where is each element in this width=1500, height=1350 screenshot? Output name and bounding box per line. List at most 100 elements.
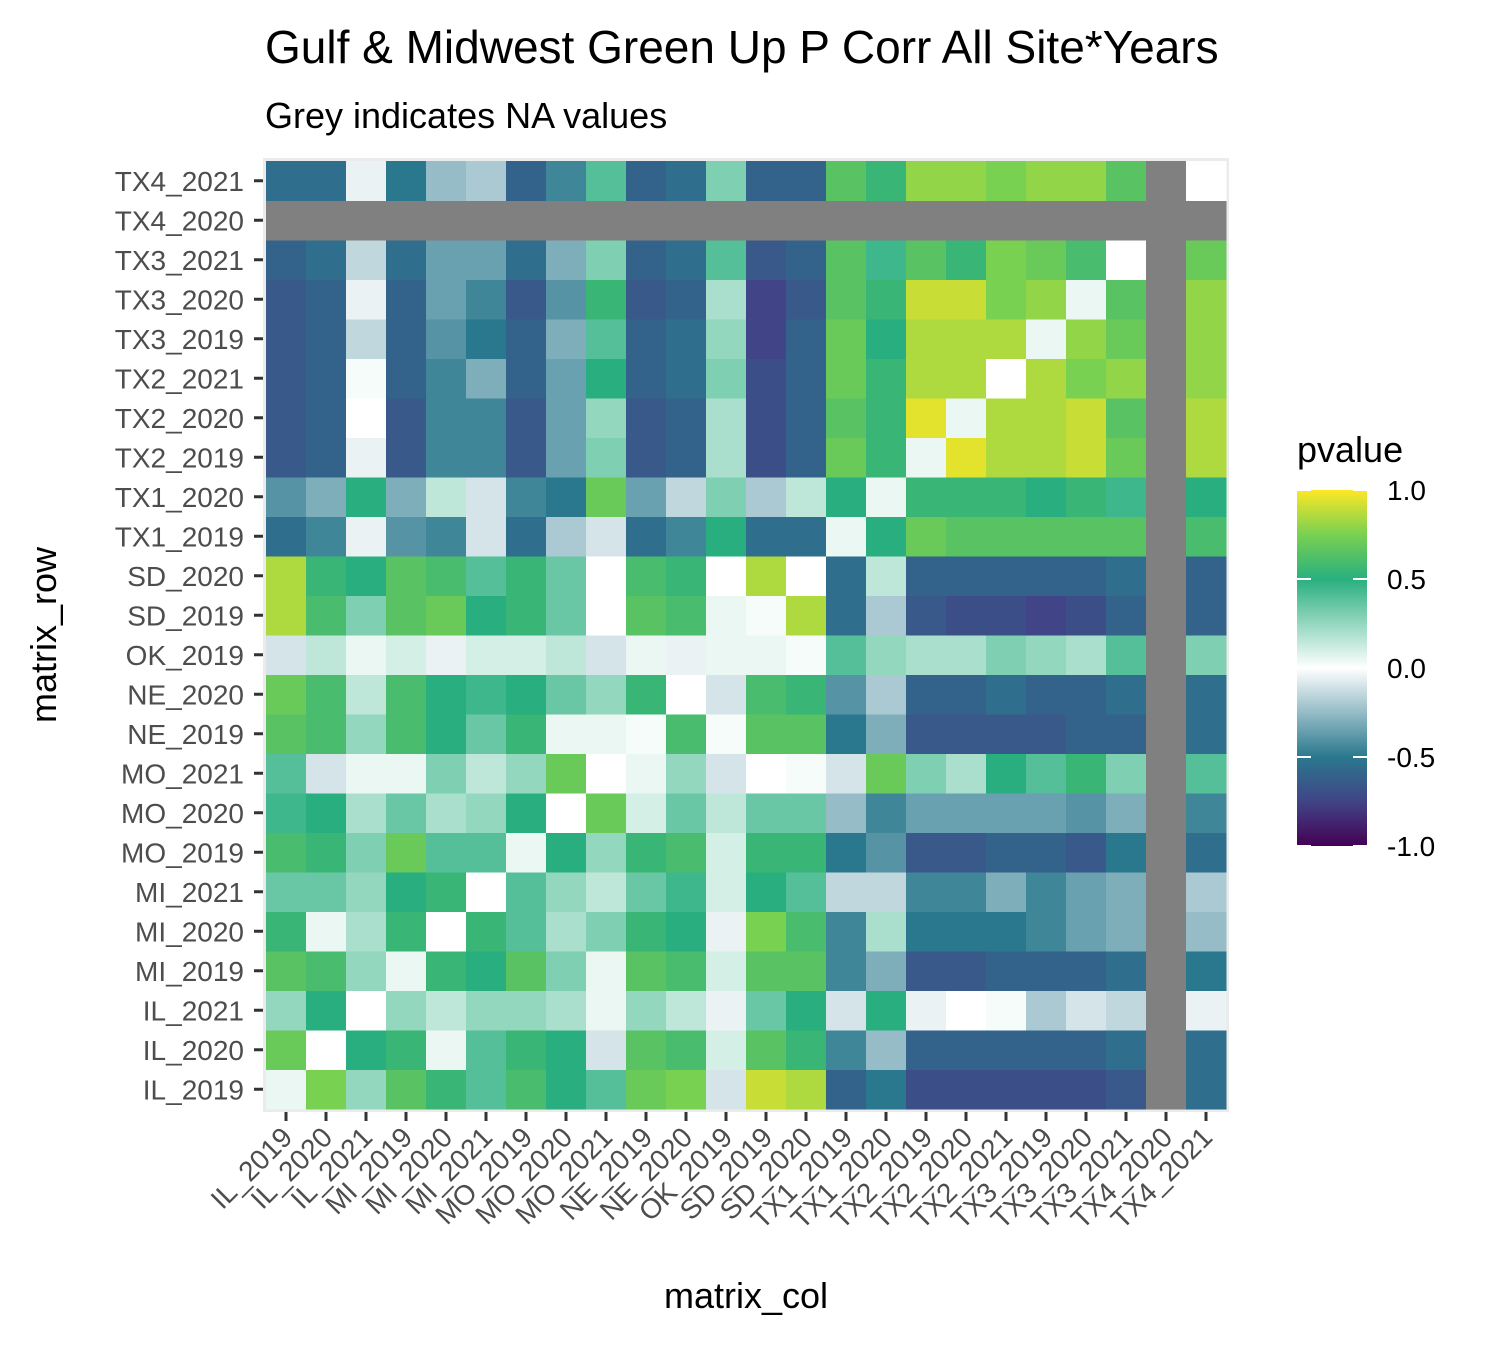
heatmap-tile: [746, 200, 787, 241]
heatmap-tile: [266, 793, 307, 833]
heatmap-tile: [866, 595, 907, 636]
y-tick-label: TX3_2019: [115, 324, 244, 355]
heatmap-tile: [1026, 753, 1067, 794]
heatmap-tile: [1146, 358, 1187, 399]
heatmap-tile: [1186, 161, 1227, 201]
heatmap-tile: [386, 674, 427, 715]
heatmap-tile: [546, 398, 587, 438]
heatmap-tile: [466, 477, 507, 517]
heatmap-tile: [906, 1030, 947, 1070]
heatmap-tile: [386, 595, 427, 636]
heatmap-tile: [386, 161, 427, 201]
heatmap-tile: [386, 753, 427, 794]
heatmap-tile: [546, 753, 587, 794]
heatmap-tile: [946, 556, 987, 596]
heatmap-tile: [346, 516, 387, 557]
heatmap-tile: [946, 1030, 987, 1070]
heatmap-tile: [586, 714, 627, 754]
heatmap-tile: [386, 911, 427, 952]
heatmap-tile: [706, 437, 747, 478]
heatmap-tile: [546, 437, 587, 478]
heatmap-tile: [506, 793, 547, 833]
heatmap-tile: [506, 635, 547, 675]
heatmap-tile: [866, 753, 907, 794]
heatmap-tile: [386, 1030, 427, 1070]
heatmap-tile: [506, 1069, 547, 1110]
heatmap-tile: [666, 398, 707, 438]
heatmap-tile: [506, 358, 547, 399]
heatmap-tile: [946, 358, 987, 399]
heatmap-tile: [706, 477, 747, 517]
heatmap-tile: [906, 595, 947, 636]
heatmap-tile: [946, 872, 987, 912]
heatmap-tile: [506, 161, 547, 201]
heatmap-tile: [426, 635, 467, 675]
heatmap-tile: [426, 516, 467, 557]
heatmap-tile: [426, 595, 467, 636]
heatmap-tile: [266, 240, 307, 280]
heatmap-tile: [1146, 793, 1187, 833]
heatmap-tile: [1106, 793, 1147, 833]
heatmap-tile: [546, 556, 587, 596]
heatmap-tile: [1026, 911, 1067, 952]
heatmap-tile: [786, 635, 827, 675]
heatmap-tile: [946, 714, 987, 754]
heatmap-tile: [706, 358, 747, 399]
heatmap-tile: [306, 793, 347, 833]
heatmap-tile: [666, 674, 707, 715]
heatmap-tile: [266, 595, 307, 636]
heatmap-tile: [786, 240, 827, 280]
heatmap-tile: [666, 714, 707, 754]
heatmap-tile: [1106, 516, 1147, 557]
heatmap-tile: [906, 358, 947, 399]
heatmap-tile: [746, 477, 787, 517]
heatmap-tile: [626, 1069, 667, 1110]
heatmap-tile: [706, 674, 747, 715]
y-tick-label: TX2_2019: [115, 442, 244, 473]
heatmap-tile: [866, 358, 907, 399]
heatmap-tile: [1106, 1069, 1147, 1110]
chart-title: Gulf & Midwest Green Up P Corr All Site*…: [265, 21, 1219, 73]
heatmap-tile: [746, 714, 787, 754]
heatmap-tile: [746, 516, 787, 557]
heatmap-tile: [626, 872, 667, 912]
heatmap-tile: [866, 240, 907, 280]
heatmap-tile: [826, 279, 867, 320]
heatmap-tile: [1186, 753, 1227, 794]
heatmap-tile: [1026, 240, 1067, 280]
heatmap-tile: [1106, 595, 1147, 636]
heatmap-tile: [1146, 516, 1187, 557]
heatmap-tile: [866, 832, 907, 873]
heatmap-tile: [986, 635, 1027, 675]
heatmap-tile: [626, 319, 667, 359]
heatmap-tile: [1106, 832, 1147, 873]
heatmap-tile: [946, 635, 987, 675]
heatmap-tile: [746, 319, 787, 359]
heatmap-tile: [1066, 674, 1107, 715]
heatmap-tile: [666, 990, 707, 1031]
heatmap-tile: [346, 990, 387, 1031]
heatmap-tile: [1106, 437, 1147, 478]
heatmap-tile: [266, 674, 307, 715]
heatmap-tile: [1066, 556, 1107, 596]
y-tick-label: MO_2020: [121, 798, 244, 829]
heatmap-tile: [906, 161, 947, 201]
heatmap-tile: [826, 714, 867, 754]
heatmap-tile: [1106, 398, 1147, 438]
heatmap-tile: [946, 753, 987, 794]
heatmap-tile: [426, 714, 467, 754]
heatmap-tile: [386, 635, 427, 675]
y-tick-label: MI_2019: [135, 956, 244, 987]
heatmap-tile: [266, 200, 307, 241]
heatmap-tile: [906, 556, 947, 596]
heatmap-tile: [306, 477, 347, 517]
heatmap-tile: [666, 635, 707, 675]
y-tick-label: TX2_2021: [115, 363, 244, 394]
heatmap-tile: [1186, 832, 1227, 873]
heatmap-tile: [1066, 753, 1107, 794]
y-tick-label: TX3_2021: [115, 245, 244, 276]
heatmap-tile: [866, 556, 907, 596]
heatmap-tile: [626, 990, 667, 1031]
heatmap-tile: [586, 516, 627, 557]
